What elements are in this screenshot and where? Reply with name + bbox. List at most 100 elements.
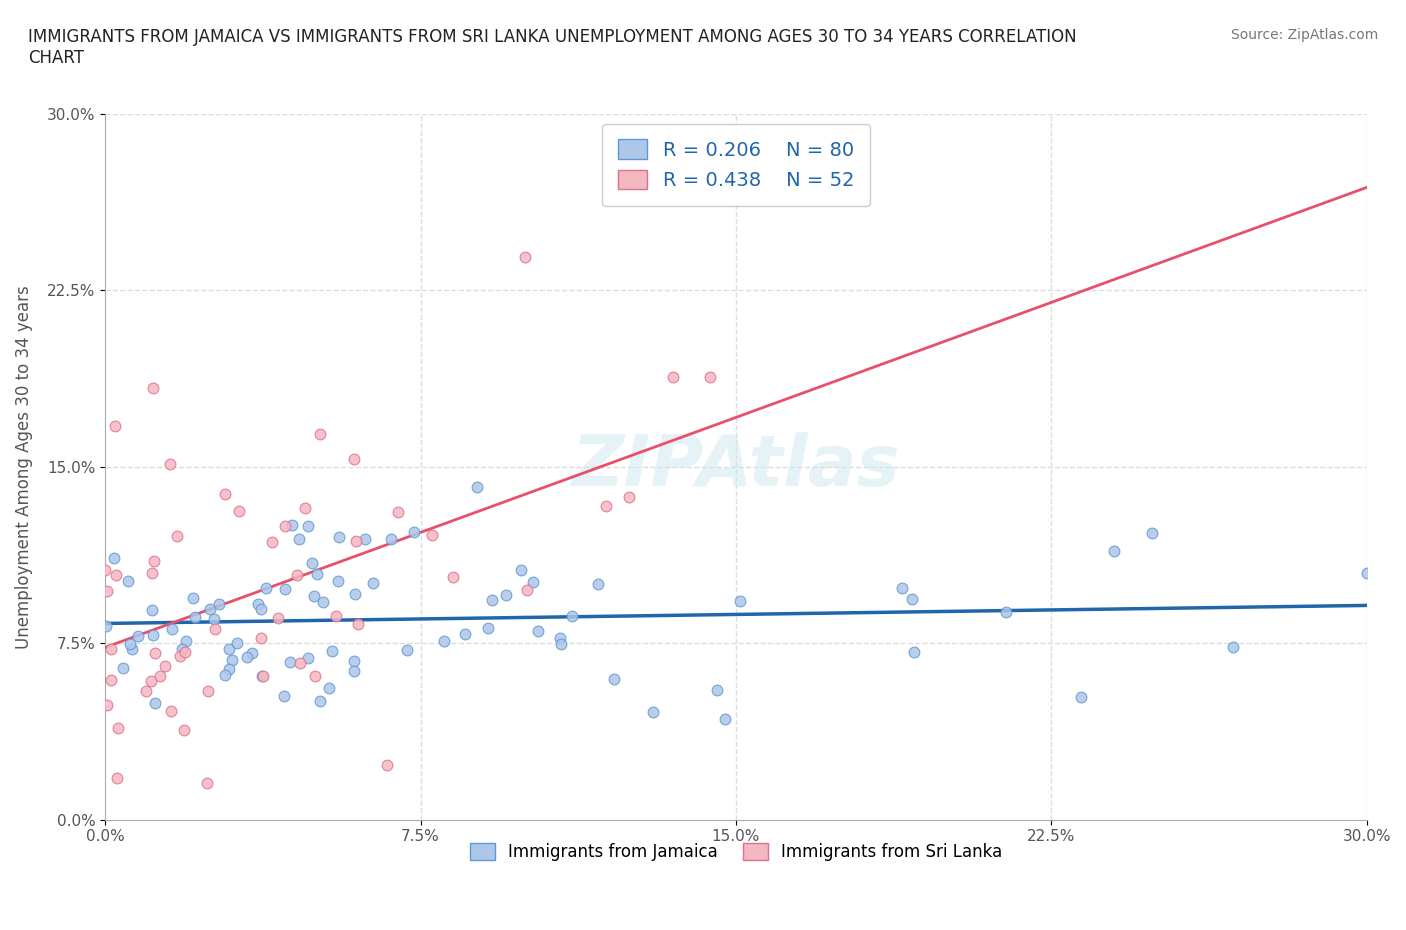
Immigrants from Sri Lanka [252, 669, 274, 684]
Immigrants from Jamaica [281, 517, 304, 532]
Immigrants from Jamaica [318, 681, 340, 696]
Immigrants from Jamaica [481, 592, 503, 607]
Immigrants from Sri Lanka [661, 370, 683, 385]
Immigrants from Jamaica [1070, 689, 1092, 704]
Immigrants from Jamaica [142, 628, 165, 643]
Immigrants from Jamaica [218, 641, 240, 656]
Immigrants from Jamaica [328, 529, 350, 544]
Immigrants from Sri Lanka [142, 381, 165, 396]
Immigrants from Sri Lanka [204, 621, 226, 636]
Immigrants from Jamaica [354, 532, 377, 547]
Immigrants from Sri Lanka [699, 370, 721, 385]
Immigrants from Sri Lanka [105, 567, 128, 582]
Immigrants from Sri Lanka [135, 684, 157, 698]
Immigrants from Sri Lanka [197, 684, 219, 698]
Immigrants from Sri Lanka [294, 500, 316, 515]
Immigrants from Sri Lanka [105, 771, 128, 786]
Immigrants from Jamaica [94, 618, 117, 633]
Immigrants from Sri Lanka [274, 519, 297, 534]
Immigrants from Sri Lanka [285, 567, 308, 582]
Immigrants from Sri Lanka [174, 644, 197, 659]
Immigrants from Jamaica [603, 671, 626, 686]
Immigrants from Sri Lanka [441, 569, 464, 584]
Immigrants from Jamaica [301, 556, 323, 571]
Immigrants from Sri Lanka [100, 672, 122, 687]
Immigrants from Jamaica [240, 645, 263, 660]
Immigrants from Jamaica [312, 595, 335, 610]
Immigrants from Jamaica [117, 573, 139, 588]
Immigrants from Sri Lanka [104, 418, 127, 433]
Immigrants from Jamaica [112, 660, 135, 675]
Immigrants from Jamaica [1222, 639, 1244, 654]
Immigrants from Sri Lanka [516, 582, 538, 597]
Immigrants from Jamaica [526, 623, 548, 638]
Immigrants from Jamaica [218, 661, 240, 676]
Immigrants from Jamaica [181, 591, 204, 605]
Immigrants from Jamaica [1140, 525, 1163, 540]
Immigrants from Sri Lanka [617, 489, 640, 504]
Immigrants from Sri Lanka [141, 565, 163, 580]
Immigrants from Sri Lanka [153, 658, 176, 673]
Immigrants from Jamaica [274, 581, 297, 596]
Immigrants from Jamaica [288, 531, 311, 546]
Immigrants from Sri Lanka [262, 535, 284, 550]
Immigrants from Jamaica [706, 683, 728, 698]
Immigrants from Jamaica [143, 695, 166, 710]
Immigrants from Jamaica [278, 655, 301, 670]
Immigrants from Jamaica [903, 644, 925, 659]
Immigrants from Sri Lanka [96, 698, 118, 712]
Immigrants from Sri Lanka [143, 646, 166, 661]
Immigrants from Jamaica [522, 575, 544, 590]
Immigrants from Sri Lanka [169, 648, 191, 663]
Immigrants from Jamaica [297, 651, 319, 666]
Immigrants from Jamaica [994, 604, 1017, 619]
Immigrants from Jamaica [297, 518, 319, 533]
Immigrants from Jamaica [548, 631, 571, 645]
Immigrants from Jamaica [247, 596, 270, 611]
Immigrants from Jamaica [477, 620, 499, 635]
Immigrants from Sri Lanka [325, 609, 347, 624]
Immigrants from Sri Lanka [100, 642, 122, 657]
Immigrants from Jamaica [273, 689, 295, 704]
Immigrants from Sri Lanka [107, 721, 129, 736]
Immigrants from Jamaica [250, 669, 273, 684]
Immigrants from Jamaica [343, 654, 366, 669]
Immigrants from Sri Lanka [250, 631, 273, 645]
Immigrants from Jamaica [304, 588, 326, 603]
Immigrants from Jamaica [221, 653, 243, 668]
Text: Source: ZipAtlas.com: Source: ZipAtlas.com [1230, 28, 1378, 42]
Immigrants from Sri Lanka [96, 584, 118, 599]
Immigrants from Jamaica [235, 649, 257, 664]
Immigrants from Jamaica [728, 593, 751, 608]
Immigrants from Sri Lanka [387, 505, 409, 520]
Immigrants from Jamaica [713, 711, 735, 726]
Immigrants from Jamaica [200, 602, 222, 617]
Immigrants from Jamaica [160, 621, 183, 636]
Immigrants from Jamaica [561, 609, 583, 624]
Immigrants from Jamaica [509, 563, 531, 578]
Immigrants from Jamaica [344, 587, 367, 602]
Immigrants from Jamaica [120, 637, 142, 652]
Immigrants from Sri Lanka [94, 563, 117, 578]
Immigrants from Jamaica [174, 633, 197, 648]
Immigrants from Jamaica [343, 664, 366, 679]
Immigrants from Sri Lanka [422, 527, 444, 542]
Immigrants from Sri Lanka [343, 451, 366, 466]
Immigrants from Sri Lanka [304, 669, 326, 684]
Legend: Immigrants from Jamaica, Immigrants from Sri Lanka: Immigrants from Jamaica, Immigrants from… [463, 836, 1010, 868]
Immigrants from Jamaica [121, 642, 143, 657]
Immigrants from Jamaica [321, 643, 343, 658]
Immigrants from Sri Lanka [309, 426, 332, 441]
Immigrants from Jamaica [184, 610, 207, 625]
Immigrants from Sri Lanka [166, 528, 188, 543]
Immigrants from Jamaica [380, 531, 402, 546]
Immigrants from Jamaica [328, 574, 350, 589]
Immigrants from Sri Lanka [159, 457, 181, 472]
Immigrants from Jamaica [901, 591, 924, 606]
Immigrants from Sri Lanka [195, 776, 218, 790]
Immigrants from Jamaica [103, 551, 125, 565]
Immigrants from Jamaica [891, 581, 914, 596]
Immigrants from Jamaica [586, 577, 609, 591]
Immigrants from Sri Lanka [347, 617, 370, 631]
Immigrants from Jamaica [208, 597, 231, 612]
